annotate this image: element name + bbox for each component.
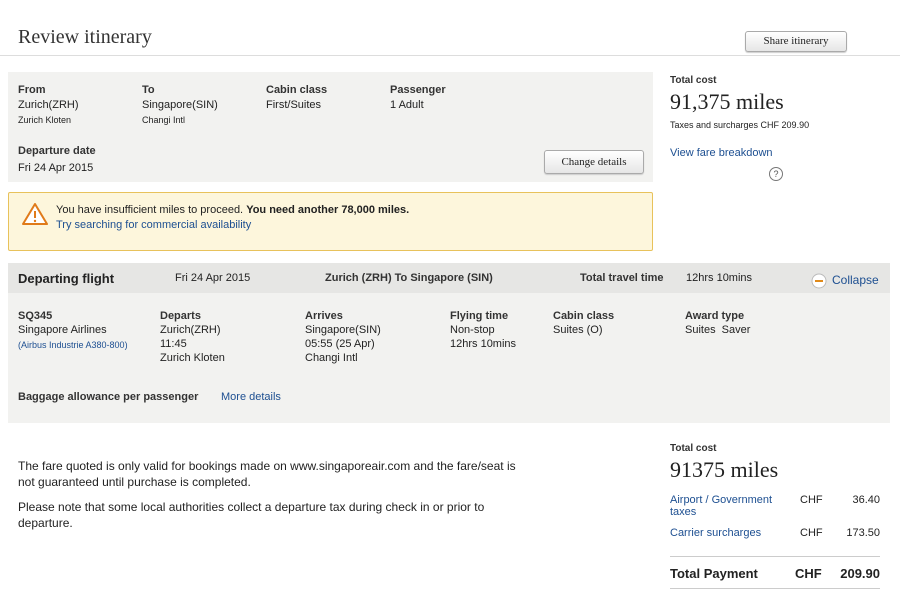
flight-panel	[8, 293, 890, 423]
departure-value: Fri 24 Apr 2015	[18, 162, 94, 174]
note: The fare quoted is only valid for bookin…	[18, 459, 516, 489]
summary-amount: 91375 miles	[670, 457, 779, 482]
column-line: (Airbus Industrie A380-800)	[18, 340, 128, 350]
warning-message: You have insufficient miles to proceed. …	[56, 204, 409, 216]
column-line: Non-stop	[450, 324, 495, 336]
column-label: Award type	[685, 310, 745, 322]
cost-taxes: Taxes and surcharges CHF 209.90	[670, 120, 810, 130]
collapse-link[interactable]: Collapse	[832, 273, 879, 287]
fee-currency: CHF	[800, 494, 823, 506]
cost-label: Total cost	[670, 75, 717, 86]
divider	[670, 588, 880, 589]
warning-bold: You need another 78,000 miles.	[246, 204, 410, 216]
column-label: Flying time	[450, 310, 509, 322]
column-line: Zurich Kloten	[160, 352, 225, 364]
warning-text: You have insufficient miles to proceed.	[56, 204, 244, 216]
summary-label: Total cost	[670, 443, 717, 454]
change-details-button[interactable]: Change details	[544, 150, 644, 174]
header-divider	[0, 55, 900, 56]
note: Please note that some local authorities …	[18, 500, 485, 530]
flight-title: Departing flight	[18, 271, 115, 286]
warning-icon	[22, 203, 48, 225]
column-line: Changi Intl	[305, 352, 358, 364]
page-title: Review itinerary	[18, 26, 152, 48]
total-currency: CHF	[795, 566, 822, 581]
fee-amount: 36.40	[852, 494, 880, 506]
collapse-icon[interactable]	[811, 273, 827, 289]
field-value: Zurich(ZRH)	[18, 99, 79, 111]
column-label: Arrives	[305, 310, 343, 322]
fee-amount: 173.50	[846, 527, 880, 539]
flight-date: Fri 24 Apr 2015	[175, 272, 251, 284]
flight-header-bar	[8, 263, 890, 293]
field-label: Passenger	[390, 84, 446, 96]
field-label: From	[18, 84, 46, 96]
baggage-link[interactable]: More details	[221, 391, 281, 403]
fee-label[interactable]: Carrier surcharges	[670, 527, 762, 539]
column-label: SQ345	[18, 310, 53, 322]
cost-amount: 91,375 miles	[670, 89, 784, 114]
field-detail: Changi Intl	[142, 115, 186, 125]
flight-route: Zurich (ZRH) To Singapore (SIN)	[325, 272, 493, 284]
column-line: Singapore Airlines	[18, 324, 107, 336]
column-line: Suites (O)	[553, 324, 603, 336]
divider	[670, 556, 880, 557]
field-label: Cabin class	[266, 84, 328, 96]
warning-box	[8, 192, 653, 251]
baggage-label: Baggage allowance per passenger	[18, 391, 199, 403]
column-line: Suites Saver	[685, 324, 751, 336]
column-line: 05:55 (25 Apr)	[305, 338, 375, 350]
fare-breakdown-link[interactable]: View fare breakdown	[670, 147, 773, 159]
column-label: Departs	[160, 310, 201, 322]
field-label: To	[142, 84, 155, 96]
commercial-link[interactable]: Try searching for commercial availabilit…	[56, 219, 252, 231]
column-label: Cabin class	[553, 310, 615, 322]
column-line: Singapore(SIN)	[305, 324, 381, 336]
total-label: Total Payment	[670, 566, 758, 581]
column-line: 12hrs 10mins	[450, 338, 517, 350]
travel-time: 12hrs 10mins	[686, 272, 753, 284]
field-value: Singapore(SIN)	[142, 99, 218, 111]
fee-currency: CHF	[800, 527, 823, 539]
total-amount: 209.90	[840, 566, 880, 581]
column-line: Zurich(ZRH)	[160, 324, 221, 336]
departure-label: Departure date	[18, 145, 96, 157]
travel-time-label: Total travel time	[580, 272, 664, 284]
share-button[interactable]: Share itinerary	[745, 31, 847, 52]
help-icon[interactable]: ?	[769, 167, 783, 181]
field-value: First/Suites	[266, 99, 322, 111]
field-detail: Zurich Kloten	[18, 115, 72, 125]
field-value: 1 Adult	[390, 99, 424, 111]
fee-label[interactable]: Airport / Government taxes	[670, 494, 773, 518]
column-line: 11:45	[160, 338, 187, 350]
